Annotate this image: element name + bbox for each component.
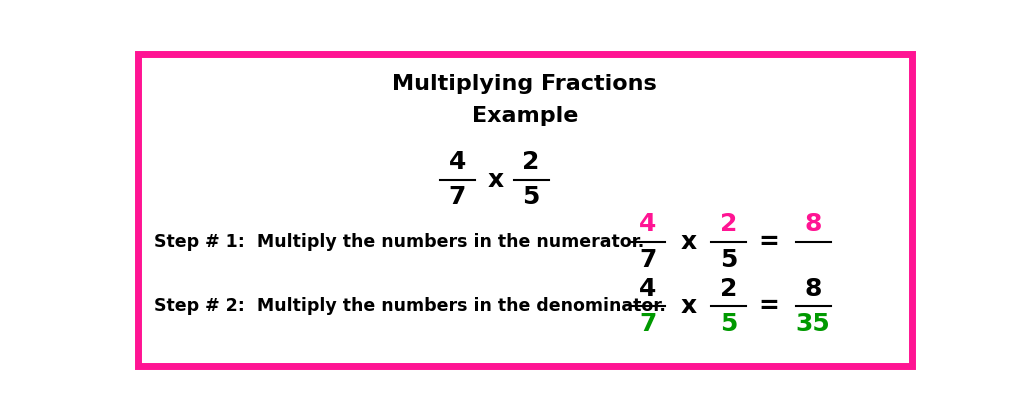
Text: 4: 4 — [449, 150, 466, 174]
Text: 8: 8 — [805, 277, 822, 300]
Text: =: = — [759, 294, 779, 318]
Text: =: = — [759, 230, 779, 254]
Text: 7: 7 — [639, 248, 656, 272]
Text: 7: 7 — [449, 185, 466, 209]
Text: 5: 5 — [522, 185, 540, 209]
Text: 2: 2 — [522, 150, 540, 174]
Text: 5: 5 — [720, 248, 737, 272]
Text: 2: 2 — [720, 213, 737, 236]
Text: Step # 2:  Multiply the numbers in the denominator.: Step # 2: Multiply the numbers in the de… — [155, 297, 666, 315]
Text: 5: 5 — [720, 312, 737, 336]
Text: x: x — [680, 230, 696, 254]
Text: Example: Example — [472, 106, 578, 126]
Text: x: x — [680, 294, 696, 318]
Text: 2: 2 — [720, 277, 737, 300]
Text: 7: 7 — [639, 312, 656, 336]
Text: Step # 1:  Multiply the numbers in the numerator.: Step # 1: Multiply the numbers in the nu… — [155, 233, 644, 251]
Text: 4: 4 — [639, 277, 656, 300]
Text: x: x — [487, 168, 504, 192]
Text: 4: 4 — [639, 213, 656, 236]
Text: Multiplying Fractions: Multiplying Fractions — [392, 74, 657, 94]
Text: 8: 8 — [805, 213, 822, 236]
Text: 35: 35 — [796, 312, 830, 336]
